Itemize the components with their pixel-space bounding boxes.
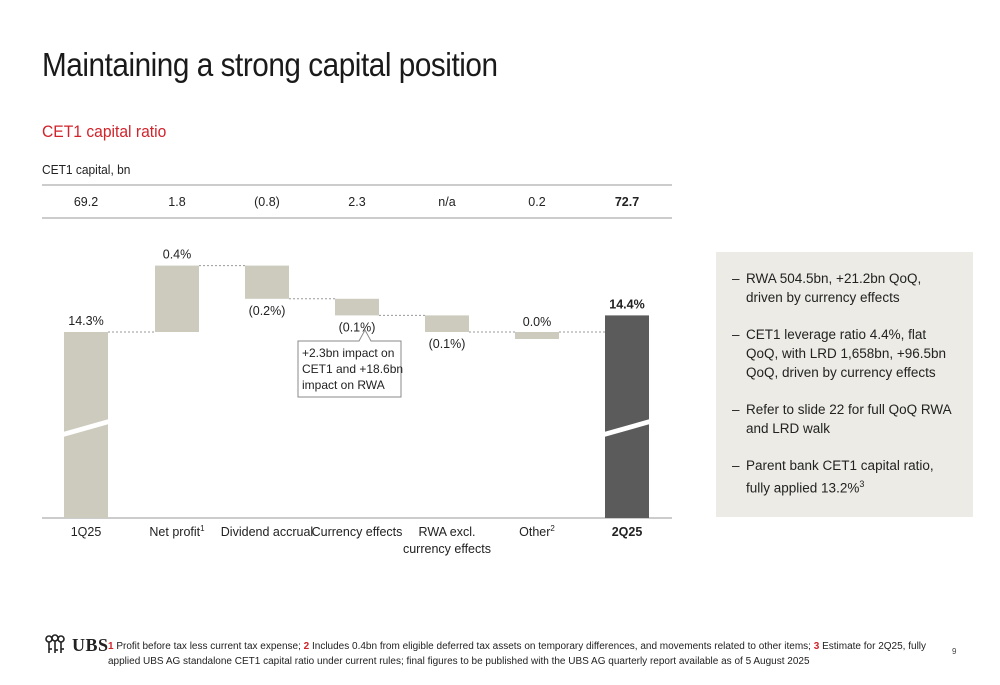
category-footnote-ref: 2	[550, 524, 555, 533]
ratio-value-label: 14.3%	[68, 314, 103, 328]
ratio-value-label: 14.4%	[609, 297, 644, 311]
capital-value-label: 69.2	[74, 195, 98, 209]
category-label: Other2	[519, 524, 555, 539]
waterfall-bar	[515, 332, 559, 339]
ratio-value-label: (0.1%)	[339, 320, 376, 334]
waterfall-bar	[425, 315, 469, 332]
capital-value-label: n/a	[438, 195, 455, 209]
bullet-text: RWA 504.5bn, +21.2bn QoQ, driven by curr…	[746, 271, 922, 305]
capital-value-label: 72.7	[615, 195, 639, 209]
category-footnote-ref: 1	[200, 524, 205, 533]
commentary-box: – RWA 504.5bn, +21.2bn QoQ, driven by cur…	[716, 252, 973, 517]
category-label-text: Other	[519, 525, 550, 539]
footnotes: 1 Profit before tax less current tax exp…	[108, 639, 928, 669]
commentary-item: – Refer to slide 22 for full QoQ RWA and …	[732, 400, 959, 438]
ratio-value-label: (0.1%)	[429, 337, 466, 351]
footnote-number: 3	[813, 641, 820, 652]
axis-break-mark	[63, 419, 109, 437]
footnote-ref: 3	[859, 479, 865, 489]
category-label-text: Currency effects	[312, 525, 403, 539]
category-label: Net profit1	[149, 524, 205, 539]
category-label: 1Q25	[71, 525, 102, 539]
commentary-item: – Parent bank CET1 capital ratio, fully a…	[732, 456, 959, 498]
footnote-number: 1	[108, 641, 114, 652]
annotation-text: CET1 and +18.6bn	[302, 362, 403, 376]
capital-value-label: 1.8	[168, 195, 185, 209]
waterfall-bar	[605, 315, 649, 518]
category-label-text: Dividend accrual	[221, 525, 313, 539]
footnote-text: Estimate for 2Q25, fully applied UBS AG …	[108, 641, 927, 667]
page-title: Maintaining a strong capital position	[42, 46, 498, 83]
bullet-text: Parent bank CET1 capital ratio, fully ap…	[746, 458, 934, 496]
commentary-item: – CET1 leverage ratio 4.4%, flat QoQ, wit…	[732, 325, 959, 382]
bullet-dash: –	[732, 402, 740, 417]
bullet-text: CET1 leverage ratio 4.4%, flat QoQ, with…	[746, 327, 947, 380]
ratio-value-label: (0.2%)	[249, 304, 286, 318]
commentary-item: – RWA 504.5bn, +21.2bn QoQ, driven by cur…	[732, 269, 959, 307]
category-label-text: Net profit	[149, 525, 200, 539]
footnote-number: 2	[303, 641, 310, 652]
category-label-text: 2Q25	[612, 525, 643, 539]
annotation-text: impact on RWA	[302, 378, 385, 392]
page-number: 9	[952, 647, 957, 656]
ubs-logo: UBS	[42, 634, 109, 656]
capital-value-label: 0.2	[528, 195, 545, 209]
ratio-value-label: 0.4%	[163, 248, 192, 262]
category-label: RWA excl. currency effects	[403, 525, 491, 556]
category-label-text: RWA excl.	[419, 525, 476, 539]
bullet-dash: –	[732, 271, 740, 286]
category-label: Dividend accrual	[221, 525, 313, 539]
waterfall-chart: 69.2 1.8 (0.8) 2.3 n/a 0.2 72.7 14.3% 0.4% (0.2%)…	[42, 184, 672, 556]
bullet-text: Refer to slide 22 for full QoQ RWA and L…	[746, 402, 951, 436]
axis-break-mark	[604, 419, 650, 437]
footnote-text: Includes 0.4bn from eligible deferred ta…	[309, 641, 814, 652]
waterfall-bar	[155, 265, 199, 332]
bullet-dash: –	[732, 327, 740, 342]
chart-title: CET1 capital ratio	[42, 122, 167, 141]
capital-row-caption: CET1 capital, bn	[42, 162, 131, 177]
ratio-value-label: 0.0%	[523, 315, 552, 329]
annotation-callout	[297, 328, 402, 398]
commentary-list: – RWA 504.5bn, +21.2bn QoQ, driven by cur…	[732, 269, 959, 498]
bullet-dash: –	[732, 458, 740, 473]
category-label-line2: currency effects	[403, 542, 491, 556]
waterfall-bar	[245, 265, 289, 299]
category-label-text: 1Q25	[71, 525, 102, 539]
keys-logo-icon	[45, 634, 65, 653]
annotation-text: +2.3bn impact on	[302, 346, 394, 360]
capital-value-label: (0.8)	[254, 195, 280, 209]
logo-wordmark: UBS	[72, 634, 109, 655]
category-label: Currency effects	[312, 525, 403, 539]
category-label: 2Q25	[612, 525, 643, 539]
footnote-text: Profit before tax less current tax expen…	[113, 641, 304, 652]
waterfall-bar	[335, 298, 379, 316]
capital-value-label: 2.3	[348, 195, 365, 209]
